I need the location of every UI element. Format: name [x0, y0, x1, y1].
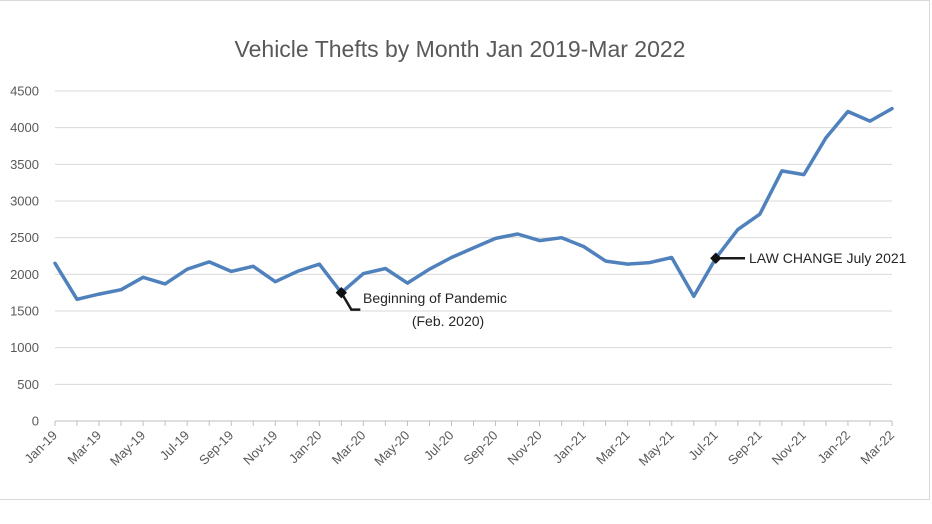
law-change-annotation: LAW CHANGE July 2021: [749, 250, 907, 266]
x-tick-label: Jul-19: [157, 428, 193, 464]
x-tick-label: Sep-19: [196, 428, 236, 468]
x-tick-label: Jan-22: [814, 428, 853, 467]
x-tick-label: Sep-21: [725, 428, 765, 468]
x-tick-label: Mar-19: [64, 428, 104, 468]
x-tick-label: Nov-20: [504, 428, 544, 468]
annotations: Beginning of Pandemic (Feb. 2020) LAW CHAN…: [335, 250, 907, 329]
x-tick-label: Jan-20: [286, 428, 325, 467]
x-tick-label: May-21: [636, 428, 677, 469]
x-tick-label: Jul-21: [685, 428, 721, 464]
x-tick-label: Mar-21: [593, 428, 633, 468]
y-tick-label: 500: [17, 377, 39, 392]
gridlines: [55, 90, 892, 385]
chart-frame: [0, 0, 930, 500]
pandemic-leader-line: [340, 292, 361, 311]
x-tick-label: May-20: [371, 428, 412, 469]
axes: [54, 420, 893, 426]
x-tick-label: Jan-21: [550, 428, 589, 467]
x-tick-label: Mar-22: [857, 428, 897, 468]
pandemic-annotation-line2: (Feb. 2020): [412, 313, 484, 329]
x-tick-label: Sep-20: [460, 428, 500, 468]
pandemic-marker: [335, 287, 347, 299]
chart-title: Vehicle Thefts by Month Jan 2019-Mar 202…: [234, 36, 686, 62]
law-change-marker: [710, 252, 722, 264]
x-tick-label: Jul-20: [421, 428, 457, 464]
y-tick-label: 2500: [10, 230, 39, 245]
y-tick-label: 1000: [10, 340, 39, 355]
y-tick-label: 2000: [10, 267, 39, 282]
y-tick-labels: 0 500 1000 1500 2000 2500 3000 3500 4000 4500: [10, 84, 39, 429]
y-tick-label: 3500: [10, 157, 39, 172]
series-lines: [53, 106, 894, 302]
x-tick-label: Nov-19: [240, 428, 280, 468]
series-line: [53, 106, 894, 302]
pandemic-annotation-line1: Beginning of Pandemic: [363, 290, 507, 306]
y-tick-label: 3000: [10, 194, 39, 209]
y-tick-label: 4000: [10, 120, 39, 135]
x-tick-label: Mar-20: [329, 428, 369, 468]
x-tick-labels: Jan-19 Mar-19 May-19 Jul-19 Sep-19 Nov-19 Jan-…: [21, 428, 897, 469]
x-tick-label: Nov-21: [769, 428, 809, 468]
y-tick-label: 1500: [10, 304, 39, 319]
x-tick-label: May-19: [107, 428, 148, 469]
x-tick-label: Jan-19: [21, 428, 60, 467]
y-tick-label: 4500: [10, 84, 39, 99]
y-tick-label: 0: [32, 414, 39, 429]
